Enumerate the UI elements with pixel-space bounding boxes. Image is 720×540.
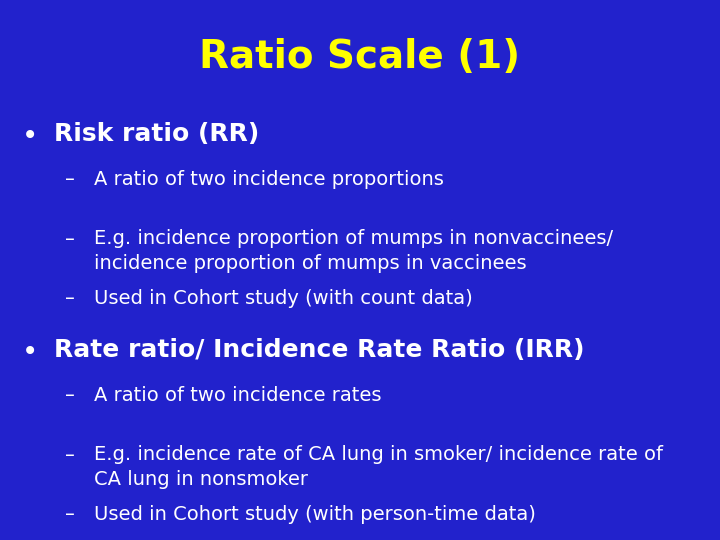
Text: E.g. incidence proportion of mumps in nonvaccinees/
incidence proportion of mump: E.g. incidence proportion of mumps in no… xyxy=(94,230,613,273)
Text: Used in Cohort study (with person-time data): Used in Cohort study (with person-time d… xyxy=(94,505,536,524)
Text: A ratio of two incidence proportions: A ratio of two incidence proportions xyxy=(94,170,444,189)
Text: –: – xyxy=(65,230,75,248)
Text: •: • xyxy=(22,338,38,366)
Text: –: – xyxy=(65,446,75,464)
Text: –: – xyxy=(65,386,75,405)
Text: Risk ratio (RR): Risk ratio (RR) xyxy=(54,122,259,145)
Text: Used in Cohort study (with count data): Used in Cohort study (with count data) xyxy=(94,289,472,308)
Text: –: – xyxy=(65,170,75,189)
Text: •: • xyxy=(22,122,38,150)
Text: –: – xyxy=(65,289,75,308)
Text: A ratio of two incidence rates: A ratio of two incidence rates xyxy=(94,386,381,405)
Text: Rate ratio/ Incidence Rate Ratio (IRR): Rate ratio/ Incidence Rate Ratio (IRR) xyxy=(54,338,585,361)
Text: Ratio Scale (1): Ratio Scale (1) xyxy=(199,38,521,76)
Text: E.g. incidence rate of CA lung in smoker/ incidence rate of
CA lung in nonsmoker: E.g. incidence rate of CA lung in smoker… xyxy=(94,446,662,489)
Text: –: – xyxy=(65,505,75,524)
